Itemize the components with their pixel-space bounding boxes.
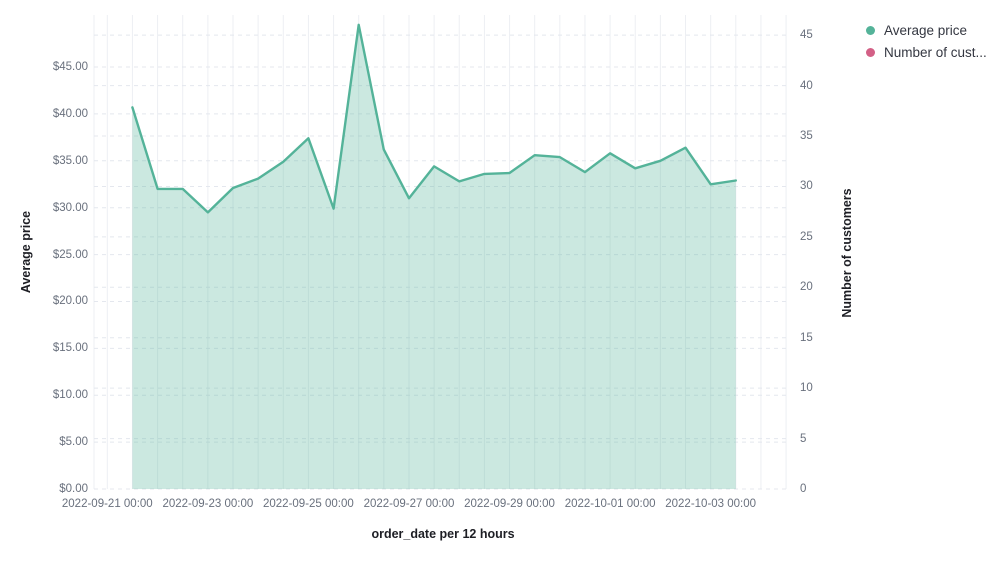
- tick-label: 35: [800, 130, 813, 143]
- x-axis-title: order_date per 12 hours: [371, 527, 515, 541]
- tick-label: 2022-09-29 00:00: [464, 498, 555, 510]
- legend-item-label: Average price: [884, 23, 968, 38]
- tick-label: 2022-10-03 00:00: [665, 498, 757, 510]
- tick-label: 5: [800, 432, 807, 445]
- right-axis-title: Number of customers: [840, 188, 854, 318]
- series-dot-icon: [866, 48, 875, 57]
- tick-label: $35.00: [52, 154, 88, 167]
- legend-item-number-of-customers[interactable]: Number of cust...: [866, 45, 987, 60]
- tick-label: 2022-09-27 00:00: [363, 498, 455, 510]
- tick-label: 20: [800, 281, 813, 294]
- legend-item-average-price[interactable]: Average price: [866, 23, 987, 38]
- tick-label: $25.00: [52, 248, 88, 261]
- tick-label: 0: [800, 483, 807, 495]
- legend: Average price Number of cust...: [866, 23, 987, 60]
- tick-label: 15: [800, 331, 813, 344]
- tick-label: $10.00: [52, 389, 88, 402]
- left-axis-title: Average price: [19, 210, 33, 294]
- tick-label: $15.00: [52, 342, 88, 355]
- tick-label: 2022-10-01 00:00: [564, 498, 656, 510]
- tick-label: 25: [800, 230, 813, 243]
- tick-label: 45: [800, 29, 813, 42]
- tick-label: $40.00: [52, 107, 88, 120]
- tick-label: $30.00: [52, 201, 88, 214]
- tick-label: 2022-09-25 00:00: [263, 498, 354, 510]
- tick-label: 30: [800, 180, 813, 193]
- legend-item-label: Number of cust...: [884, 45, 987, 60]
- tick-label: 2022-09-23 00:00: [162, 498, 254, 510]
- tick-label: 10: [800, 382, 813, 395]
- series-dot-icon: [866, 26, 875, 35]
- tick-label: $5.00: [59, 436, 88, 449]
- tick-label: $45.00: [52, 61, 88, 74]
- tick-label: $0.00: [59, 483, 88, 495]
- tick-label: 2022-09-21 00:00: [61, 498, 153, 510]
- tick-label: 40: [800, 79, 813, 92]
- tick-label: $20.00: [52, 295, 88, 308]
